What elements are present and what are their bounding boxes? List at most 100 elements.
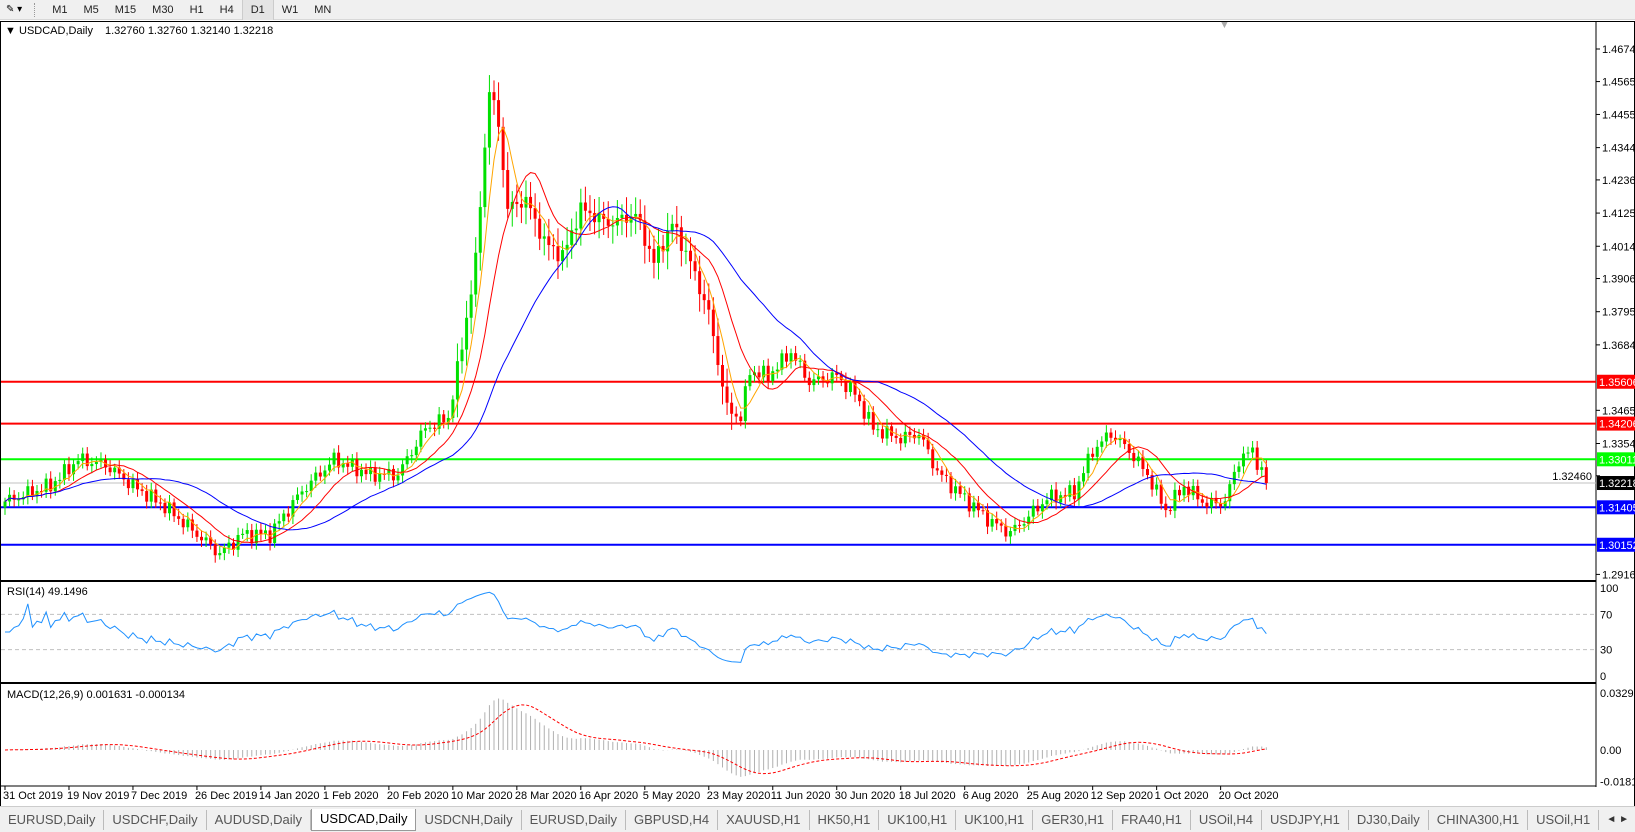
- candle-body: [944, 474, 948, 476]
- candle-body: [469, 294, 473, 318]
- date-label: 1 Oct 2020: [1155, 790, 1209, 802]
- chart-title: USDCAD,Daily: [19, 25, 93, 37]
- candle-body: [972, 502, 976, 512]
- candle-body: [369, 467, 373, 475]
- candle-body: [670, 223, 674, 231]
- level-price-label: 1.33011: [1599, 454, 1635, 466]
- candle-body: [853, 382, 857, 395]
- ma-slow-line: [4, 206, 1267, 531]
- chart-tab[interactable]: CHINA300,H1: [1429, 809, 1529, 830]
- candle-body: [1237, 466, 1241, 472]
- candle-body: [478, 207, 482, 253]
- chart-tab[interactable]: XAUUSD,H1: [718, 809, 810, 830]
- chart-tab[interactable]: GBPUSD,H4: [626, 809, 719, 830]
- chart-tab[interactable]: USDCHF,Daily: [104, 809, 207, 830]
- timeframe-w1[interactable]: W1: [281, 3, 299, 16]
- timeframe-mn[interactable]: MN: [314, 3, 332, 16]
- timeframe-h1[interactable]: H1: [189, 3, 204, 16]
- chart-tab[interactable]: USDCNH,Daily: [416, 809, 522, 830]
- candle-body: [213, 544, 217, 556]
- chart-window[interactable]: ▼ USDCAD,Daily 1.32760 1.32760 1.32140 1.3…: [0, 21, 1635, 806]
- price-tick-label: 1.36840: [1602, 340, 1635, 352]
- chart-tabs: EURUSD,Daily USDCHF,Daily AUDUSD,Daily USDC…: [0, 806, 1635, 832]
- candle-body: [232, 542, 235, 550]
- candle-body: [145, 491, 149, 502]
- candle-body: [1150, 475, 1154, 490]
- date-label: 20 Oct 2020: [1219, 790, 1279, 802]
- candle-body: [976, 502, 980, 511]
- chart-tab[interactable]: EURUSD,Daily: [522, 809, 626, 830]
- level-price-label: 1.31405: [1599, 502, 1635, 514]
- price-tick-label: 1.37950: [1602, 307, 1635, 319]
- candle-body: [460, 349, 464, 362]
- candle-body: [570, 230, 574, 245]
- candle-body: [1214, 497, 1218, 504]
- toolbar-grip[interactable]: [34, 2, 38, 17]
- candle-body: [1031, 505, 1035, 517]
- candle-body: [780, 353, 784, 370]
- chart-canvas[interactable]: ▼ USDCAD,Daily 1.32760 1.32760 1.32140 1.3…: [1, 22, 1635, 807]
- candle-body: [529, 196, 533, 209]
- candle-body: [455, 361, 459, 400]
- ohlc-readout: 1.32760 1.32760 1.32140 1.32218: [105, 25, 273, 37]
- candle-body: [880, 429, 884, 439]
- price-tick-label: 1.41250: [1602, 208, 1635, 220]
- chart-tab[interactable]: DJ30,Daily: [1349, 809, 1429, 830]
- candle-body: [433, 427, 437, 429]
- candle-body: [542, 236, 546, 239]
- date-label: 11 Jun 2020: [771, 790, 831, 802]
- timeframe-m30[interactable]: M30: [152, 3, 174, 16]
- rsi-tick-label: 0: [1600, 671, 1606, 683]
- candle-body: [1100, 441, 1104, 447]
- chart-tab[interactable]: USDJPY,H1: [1262, 809, 1349, 830]
- chart-tab[interactable]: HK50,H1: [810, 809, 880, 830]
- rsi-title: RSI(14) 49.1496: [7, 586, 88, 598]
- timeframe-m5[interactable]: M5: [83, 3, 99, 16]
- candle-body: [177, 516, 181, 519]
- level-price-label: 1.34206: [1599, 419, 1635, 431]
- candle-body: [108, 467, 112, 473]
- candle-body: [1045, 500, 1049, 505]
- candle-body: [1232, 471, 1236, 485]
- chart-tab[interactable]: USDCAD,Daily: [311, 808, 417, 831]
- candle-body: [387, 468, 391, 475]
- timeframe-m15[interactable]: M15: [114, 3, 137, 16]
- chart-tab[interactable]: USOil,H4: [1191, 809, 1263, 830]
- candle-body: [986, 510, 990, 527]
- candle-body: [597, 213, 601, 223]
- candle-body: [867, 411, 871, 419]
- tab-scroll-arrows-icon[interactable]: ◄ ►: [1606, 814, 1629, 825]
- candle-body: [190, 519, 194, 531]
- date-label: 20 Feb 2020: [387, 790, 449, 802]
- chart-tab[interactable]: UK100,H1: [956, 809, 1034, 830]
- candle-body: [858, 394, 862, 402]
- chart-tab[interactable]: FRA40,H1: [1113, 809, 1191, 830]
- candle-body: [117, 467, 121, 474]
- date-label: 31 Oct 2019: [3, 790, 63, 802]
- timeframe-h4[interactable]: H4: [219, 3, 234, 16]
- chart-tab[interactable]: AUDUSD,Daily: [207, 809, 312, 830]
- timeframe-m1[interactable]: M1: [52, 3, 68, 16]
- candle-body: [990, 518, 994, 527]
- candle-body: [771, 371, 775, 382]
- timeframe-d1[interactable]: D1: [241, 0, 274, 20]
- candle-body: [1109, 432, 1113, 438]
- chart-tab[interactable]: UK100,H1: [879, 809, 957, 830]
- toolbar-dropdown-icon[interactable]: ✎ ▾: [6, 4, 23, 15]
- chart-tab[interactable]: GER30,H1: [1033, 809, 1114, 830]
- candle-body: [254, 529, 258, 544]
- level-price-tag: [1597, 452, 1635, 467]
- candle-body: [940, 470, 944, 475]
- date-label: 26 Dec 2019: [195, 790, 257, 802]
- candle-body: [848, 382, 852, 393]
- level-price-tag: [1597, 537, 1635, 552]
- chart-tab[interactable]: USOil,H1: [1528, 809, 1600, 830]
- candle-body: [871, 411, 875, 430]
- candle-body: [154, 489, 158, 503]
- chart-tab[interactable]: EURUSD,Daily: [0, 809, 105, 830]
- candle-body: [579, 202, 583, 229]
- candle-body: [1082, 473, 1086, 482]
- price-tick-label: 1.45650: [1602, 77, 1635, 89]
- candle-body: [538, 218, 542, 239]
- candle-body: [1072, 485, 1076, 500]
